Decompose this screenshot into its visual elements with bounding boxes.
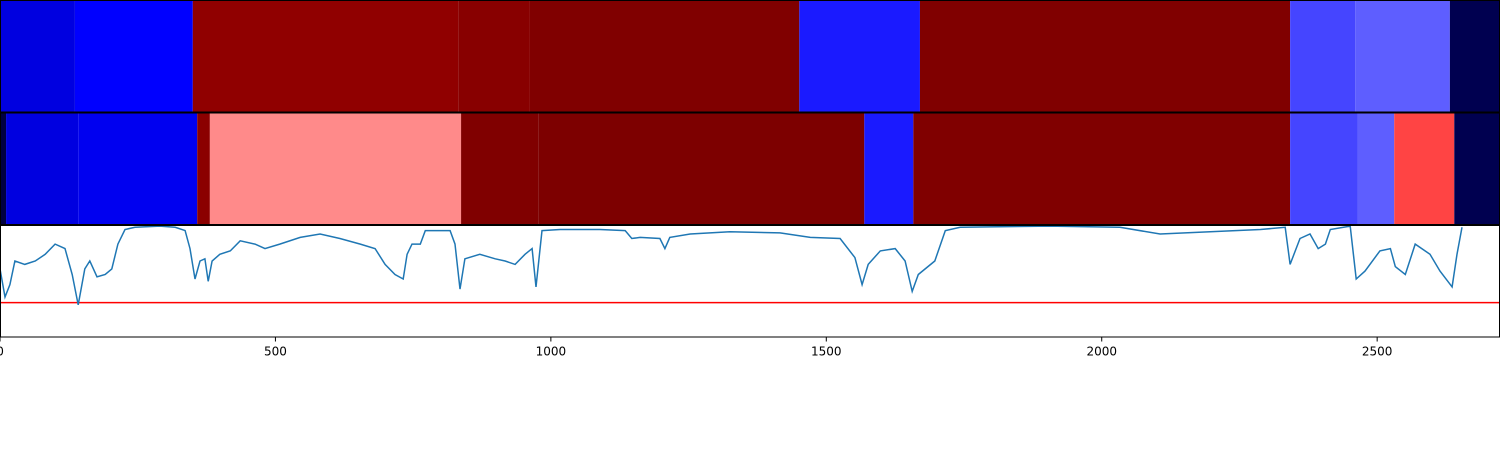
x-tick-label: 0 <box>0 345 4 359</box>
segment <box>461 112 539 225</box>
segment <box>192 0 459 113</box>
segment <box>799 0 920 113</box>
segment <box>1355 0 1450 113</box>
segment <box>209 112 462 225</box>
segment <box>1394 112 1455 225</box>
segment <box>1290 0 1356 113</box>
segment <box>0 0 75 113</box>
segment <box>864 112 914 225</box>
segment <box>6 112 79 225</box>
line-series <box>0 225 1463 306</box>
segment <box>1357 112 1395 225</box>
segment <box>1449 0 1500 113</box>
segment <box>1454 112 1500 225</box>
segment <box>538 112 865 225</box>
segment <box>0 112 7 225</box>
segment <box>74 0 193 113</box>
x-tick-label: 2500 <box>1362 345 1393 359</box>
panel-frame <box>0 225 1500 338</box>
x-tick-label: 1000 <box>536 345 567 359</box>
x-tick-label: 2000 <box>1086 345 1117 359</box>
segment <box>197 112 210 225</box>
segment <box>529 0 800 113</box>
x-tick-label: 1500 <box>811 345 842 359</box>
segment <box>919 0 1291 113</box>
segment <box>1290 112 1358 225</box>
segment <box>913 112 1291 225</box>
segment <box>78 112 198 225</box>
x-tick-label: 500 <box>264 345 287 359</box>
segment <box>458 0 530 113</box>
